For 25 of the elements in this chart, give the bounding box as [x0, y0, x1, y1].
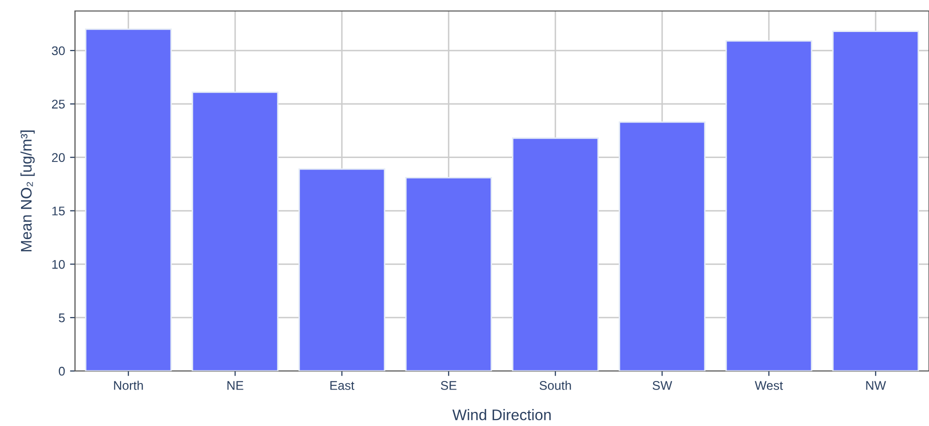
y-tick-label: 20: [52, 153, 65, 162]
x-tick-label: North: [114, 380, 143, 390]
x-tick-label: SE: [440, 381, 456, 390]
bar: [405, 176, 492, 371]
bar: [298, 168, 386, 371]
x-tick-label: South: [540, 380, 571, 390]
y-tick-label: 5: [58, 314, 65, 322]
y-tick-label: 30: [52, 46, 65, 56]
bar: [512, 137, 599, 371]
bar: [192, 91, 279, 371]
bar: [84, 28, 172, 371]
y-tick-label: 25: [52, 100, 65, 109]
y-axis-title: Mean NO₂ [ug/m³]: [20, 130, 35, 252]
x-tick-label: West: [754, 381, 783, 390]
x-tick-label: NW: [866, 381, 886, 390]
bar: [618, 121, 706, 371]
bar: [725, 40, 812, 371]
bar: [832, 30, 920, 371]
x-tick-label: NE: [227, 381, 244, 390]
y-tick-label: 0: [58, 366, 65, 376]
x-axis-title: Wind Direction: [452, 409, 551, 420]
x-tick-label: SW: [652, 381, 672, 390]
y-tick-label: 10: [52, 260, 65, 269]
y-tick-label: 15: [52, 206, 65, 216]
x-tick-label: East: [330, 381, 354, 390]
